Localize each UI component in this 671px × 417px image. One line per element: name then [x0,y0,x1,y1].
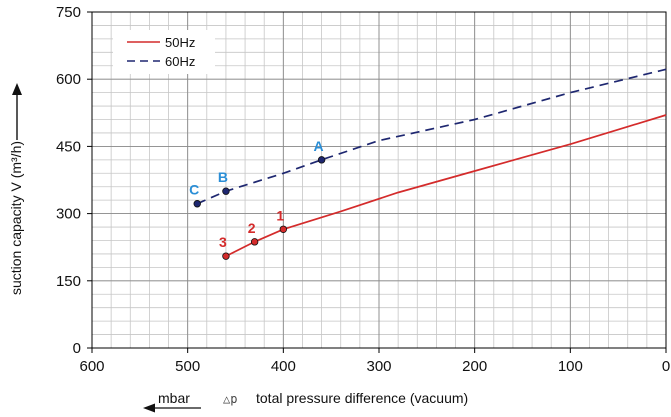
y-tick-label: 450 [56,138,81,155]
legend-label-50hz: 50Hz [165,35,195,50]
y-tick-labels: 0 150 300 450 600 750 [56,4,81,357]
x-tick-label: 200 [462,358,487,375]
y-tick-label: 300 [56,206,81,223]
operating-point-3 [222,252,230,260]
x-axis-symbol: △p [223,392,237,406]
legend-box [113,30,215,74]
series-points [193,156,326,260]
y-tick-label: 600 [56,71,81,88]
point-label-b: B [218,169,228,185]
x-tick-label: 500 [175,358,200,375]
series-line-50hz [225,114,667,257]
legend: 50Hz 60Hz [113,30,215,74]
plot-frame [91,11,667,349]
point-label-1: 1 [276,207,284,223]
x-axis-title-group: mbar △p total pressure difference (vacuu… [143,390,468,413]
y-axis-arrow-head [12,83,22,95]
y-tick-label: 0 [73,340,81,357]
series-lines [196,68,667,257]
y-tick-label: 750 [56,4,81,21]
operating-point-1 [279,225,288,233]
y-axis-title-group: suction capacity V (m³/h) [8,83,24,295]
point-label-3: 3 [219,234,227,250]
operating-point-a [317,156,326,164]
x-tick-label: 400 [271,358,296,375]
x-tick-label: 0 [662,358,670,375]
point-label-2: 2 [248,220,256,236]
point-labels: 3 2 1 C B A [189,138,323,250]
x-tick-label: 300 [366,358,391,375]
y-axis-title: suction capacity V (m³/h) [8,141,24,295]
x-tick-labels: 600 500 400 300 200 100 0 [79,358,670,375]
y-tick-label: 150 [56,273,81,290]
x-tick-label: 600 [79,358,104,375]
point-label-a: A [314,138,324,154]
x-axis-arrow-head [143,403,155,413]
operating-point-c [193,200,201,208]
x-axis-unit: mbar [158,390,190,406]
x-tick-label: 100 [558,358,583,375]
point-label-c: C [189,182,199,198]
operating-point-2 [250,238,259,246]
x-axis-title: total pressure difference (vacuum) [256,390,468,406]
legend-label-60hz: 60Hz [165,54,195,69]
operating-point-b [222,187,230,195]
